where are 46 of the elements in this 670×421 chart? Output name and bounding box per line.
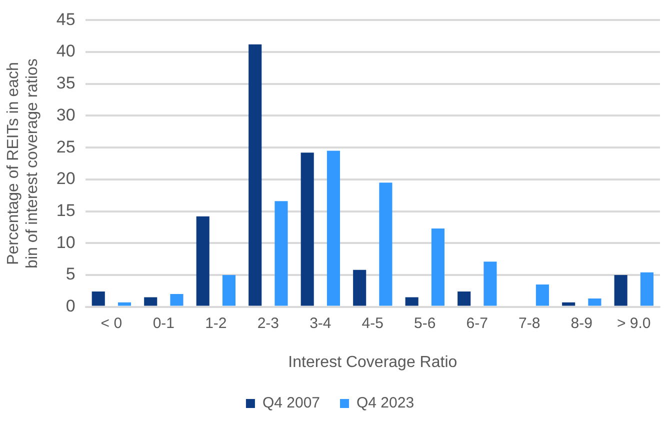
x-tick-label: > 9.0 (616, 314, 651, 332)
y-axis-title: Percentage of REITs in each bin of interest coverage ratios (5, 58, 42, 268)
bar (431, 228, 444, 306)
legend-label: Q4 2007 (262, 394, 320, 412)
y-tick-label: 40 (56, 42, 76, 61)
x-axis-title: Interest Coverage Ratio (288, 354, 458, 371)
bar (170, 294, 184, 306)
x-tick-label: 7-8 (518, 314, 540, 332)
bar (379, 182, 392, 306)
bar (92, 292, 105, 306)
x-tick-label: < 0 (100, 314, 122, 332)
bar (536, 284, 549, 306)
bar (274, 201, 288, 306)
y-tick-label: 45 (56, 10, 76, 29)
bar (300, 152, 314, 306)
y-tick-label: 35 (56, 74, 76, 93)
x-tick-label: 6-7 (466, 314, 488, 332)
bar (353, 270, 366, 306)
bar (118, 302, 132, 306)
y-tick-label: 20 (56, 169, 76, 188)
y-tick-label: 0 (66, 296, 76, 316)
bar (484, 262, 497, 306)
bar (248, 44, 262, 306)
y-tick-label: 25 (56, 137, 76, 156)
bar (222, 274, 236, 306)
bar (144, 297, 158, 306)
bar (562, 302, 576, 306)
y-tick-label: 30 (56, 105, 76, 124)
bar (458, 292, 471, 306)
x-tick-label: 4-5 (362, 314, 384, 332)
bar (614, 274, 628, 306)
x-tick-label: 5-6 (414, 314, 436, 332)
bar (326, 150, 340, 306)
bar (640, 272, 654, 306)
y-tick-label: 15 (56, 200, 76, 220)
y-tick-label: 10 (56, 232, 76, 252)
bar (405, 297, 418, 306)
legend-label: Q4 2023 (356, 394, 414, 412)
bar (196, 216, 210, 306)
x-tick-label: 3-4 (310, 314, 332, 332)
bar (588, 298, 602, 306)
x-tick-label: 8-9 (570, 314, 592, 332)
y-tick-label: 5 (66, 264, 76, 284)
x-tick-label: 2-3 (257, 314, 280, 332)
x-tick-label: 1-2 (205, 314, 227, 332)
x-tick-label: 0-1 (152, 314, 175, 332)
